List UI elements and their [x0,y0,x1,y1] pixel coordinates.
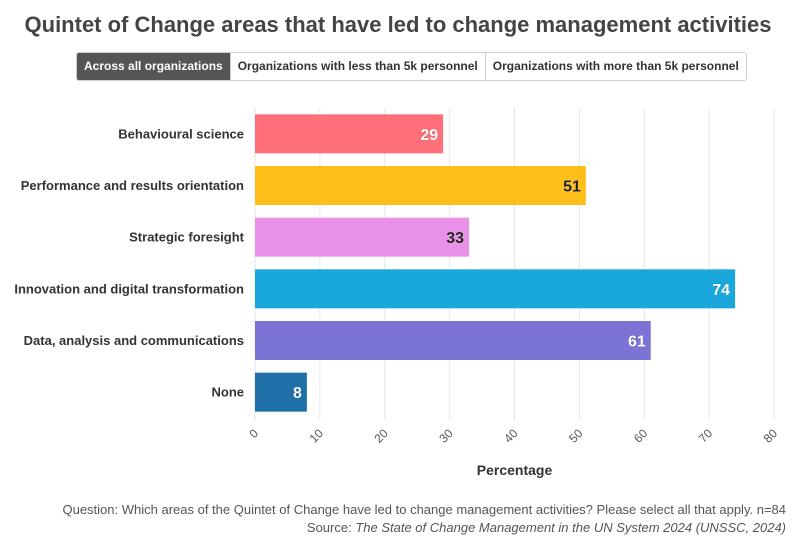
x-tick-label: 70 [696,426,716,446]
category-label: Strategic foresight [129,230,245,245]
x-tick-label: 20 [372,426,392,446]
x-tick-label: 0 [246,426,261,441]
data-label: 61 [628,334,646,351]
data-label: 8 [293,385,302,402]
question-note: Question: Which areas of the Quintet of … [62,502,786,517]
bar [255,269,736,309]
data-label: 51 [563,179,581,196]
chart-title: Quintet of Change areas that have led to… [24,12,772,37]
bar [255,114,444,154]
tab-less-than-5k[interactable]: Organizations with less than 5k personne… [230,53,486,80]
bar [255,372,307,412]
x-tick-label: 60 [631,426,651,446]
tab-more-than-5k[interactable]: Organizations with more than 5k personne… [485,53,746,80]
category-label: Data, analysis and communications [24,333,244,348]
bar [255,166,586,205]
data-label: 29 [420,127,438,144]
filter-tabs: Across all organizations Organizations w… [76,52,747,81]
x-tick-label: 10 [307,426,327,446]
source-note: Source: The State of Change Management i… [307,520,786,535]
x-tick-label: 40 [501,426,521,446]
source-prefix: Source: [306,520,356,535]
x-axis-label: Percentage [477,462,553,478]
category-label: None [212,385,245,400]
category-label: Performance and results orientation [21,178,244,193]
x-tick-label: 80 [761,426,781,446]
x-tick-label: 50 [566,426,586,446]
bar [255,321,651,360]
source-title: The State of Change Management in the UN… [355,520,786,535]
bar [255,217,470,257]
tab-across-all-organizations[interactable]: Across all organizations [77,53,231,80]
x-tick-label: 30 [436,426,456,446]
category-label: Behavioural science [118,126,244,141]
data-label: 74 [712,282,730,299]
data-label: 33 [446,230,464,247]
category-label: Innovation and digital transformation [14,281,244,296]
